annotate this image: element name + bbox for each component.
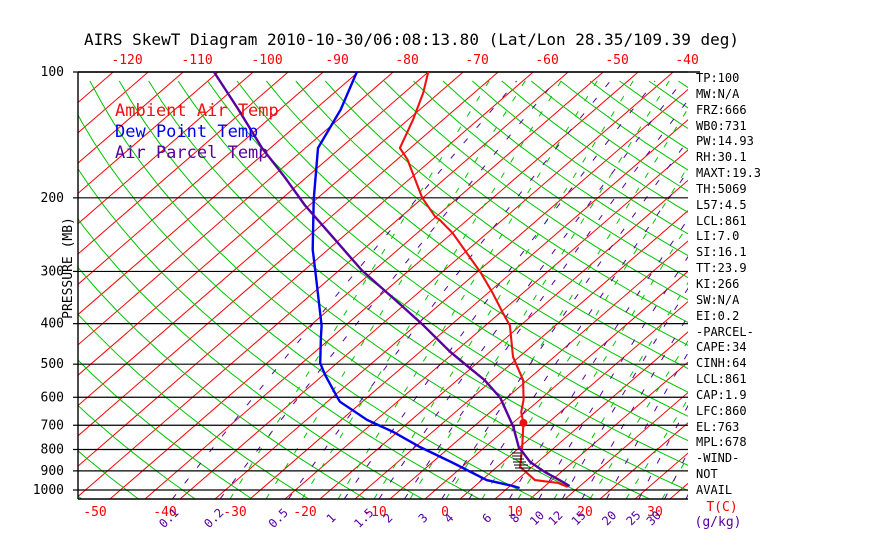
axis-label: 25 — [624, 508, 644, 528]
stat-line: EI:0.2 — [696, 308, 740, 323]
axis-label: -20 — [293, 505, 316, 520]
stat-line: MAXT:19.3 — [696, 166, 762, 181]
axis-label: 10 — [527, 508, 547, 528]
axis-label: 12 — [546, 508, 566, 528]
stat-line: EL:763 — [696, 419, 740, 434]
axis-label: 4 — [442, 511, 457, 526]
stat-line: RH:30.1 — [696, 150, 747, 165]
stat-line: SI:16.1 — [696, 245, 747, 260]
axis-label: 900 — [41, 464, 64, 479]
stat-line: WB0:731 — [696, 118, 747, 133]
stat-line: AVAIL — [696, 482, 733, 497]
stat-line: L57:4.5 — [696, 197, 747, 212]
stat-line: CAP:1.9 — [696, 387, 747, 402]
axis-label: (g/kg) — [695, 515, 742, 530]
axis-label: 200 — [41, 191, 64, 206]
stat-line: LCL:861 — [696, 372, 747, 387]
stat-line: PW:14.93 — [696, 134, 754, 149]
stat-line: LCL:861 — [696, 213, 747, 228]
stat-line: TT:23.9 — [696, 261, 747, 276]
series-ambient-air-temp — [398, 72, 569, 488]
axis-label: 3 — [416, 511, 431, 526]
legend-item-0: Ambient Air Temp — [115, 101, 279, 121]
axis-label: 6 — [479, 511, 494, 526]
stat-line: TP:100 — [696, 71, 740, 85]
legend: Ambient Air Temp Dew Point Temp Air Parcel… — [115, 101, 279, 164]
stat-line: KI:266 — [696, 276, 740, 291]
axis-label: 500 — [41, 357, 64, 372]
axis-label: 800 — [41, 442, 64, 457]
axis-label: -10 — [363, 505, 386, 520]
axis-label: 10 — [507, 505, 523, 520]
legend-item-1: Dew Point Temp — [115, 122, 259, 142]
series-air-parcel-temp — [212, 72, 571, 488]
axis-label: 300 — [41, 264, 64, 279]
stat-line: LFC:860 — [696, 403, 747, 418]
axis-label: -90 — [325, 53, 348, 68]
stat-line: NOT — [696, 467, 718, 482]
axis-label: 2 — [380, 511, 395, 526]
axis-label: -50 — [83, 505, 106, 520]
axis-label: 20 — [599, 508, 619, 528]
axis-label: PRESSURE (MB) — [61, 217, 76, 319]
series-dew-point-temp — [311, 72, 520, 490]
axis-label: -120 — [111, 53, 142, 68]
stat-line: -PARCEL- — [696, 324, 754, 339]
axis-label: -40 — [153, 505, 176, 520]
axis-label: T(C) — [706, 500, 737, 515]
axis-label: -60 — [535, 53, 558, 68]
chart-title: AIRS SkewT Diagram 2010-10-30/06:08:13.8… — [84, 30, 740, 49]
level-marker — [519, 418, 528, 427]
axis-label: 20 — [577, 505, 593, 520]
stat-line: TH:5069 — [696, 181, 747, 196]
stat-line: MPL:678 — [696, 435, 747, 450]
axis-label: -100 — [251, 53, 282, 68]
stat-line: -WIND- — [696, 451, 740, 466]
axis-label: 700 — [41, 418, 64, 433]
axis-label: -80 — [395, 53, 418, 68]
axis-label: 1000 — [33, 483, 64, 498]
stat-line: MW:N/A — [696, 86, 740, 101]
axis-label: -30 — [223, 505, 246, 520]
plot-grid — [78, 72, 688, 499]
stat-line: CINH:64 — [696, 356, 747, 371]
legend-item-2: Air Parcel Temp — [115, 143, 269, 163]
axis-label: 30 — [647, 505, 663, 520]
stat-line: FRZ:666 — [696, 102, 747, 117]
stat-line: SW:N/A — [696, 292, 740, 307]
sounding-curves — [212, 72, 571, 490]
axis-label: -50 — [605, 53, 628, 68]
axis-label: -110 — [181, 53, 212, 68]
axis-label: -70 — [465, 53, 488, 68]
axis-label: -40 — [675, 53, 698, 68]
stats-panel: TP:100 MW:N/A FRZ:666 WB0:731 PW:14.93 RH:30.… — [696, 71, 761, 499]
stat-line: LI:7.0 — [696, 229, 740, 244]
stat-line: CAPE:34 — [696, 340, 747, 355]
axis-label: 400 — [41, 317, 64, 332]
axis-label: 600 — [41, 390, 64, 405]
axis-label: 0.5 — [266, 506, 291, 531]
axis-label: 0 — [441, 505, 449, 520]
axis-label: 100 — [41, 65, 64, 80]
axis-label: 1 — [324, 511, 339, 526]
